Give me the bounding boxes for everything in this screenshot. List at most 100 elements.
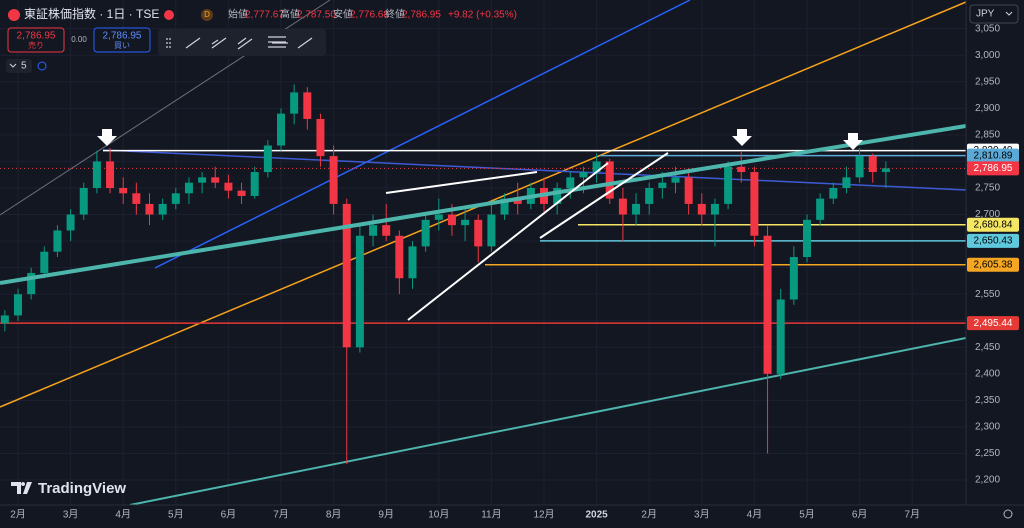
y-tick-label: 2,400 <box>975 368 1000 379</box>
candle-body <box>710 203 719 215</box>
x-tick-label: 12月 <box>533 509 554 521</box>
symbol-icon <box>8 9 20 21</box>
tool-ray[interactable] <box>211 37 227 49</box>
candle-body <box>395 235 404 279</box>
level-label: 2,680.84 <box>974 219 1013 230</box>
candle-body <box>724 166 733 204</box>
candle-body <box>816 198 825 220</box>
y-tick-label: 2,900 <box>975 103 1000 114</box>
drag-handle[interactable] <box>166 38 171 50</box>
ohlc-value: 2,786.95 <box>402 10 441 21</box>
candles <box>0 84 890 465</box>
buy-button[interactable] <box>93 27 151 53</box>
candle-body <box>119 187 128 194</box>
currency: JPY <box>976 9 995 20</box>
settings-button[interactable] <box>1003 509 1013 519</box>
chevron <box>1005 11 1013 16</box>
candle-body <box>237 190 246 196</box>
trend-line <box>102 149 966 191</box>
tool-fib[interactable] <box>268 36 286 48</box>
x-tick-label: 5月 <box>799 509 815 521</box>
brand: TradingView <box>38 480 126 497</box>
y-tick-label: 2,350 <box>975 395 1000 406</box>
candle-body <box>224 182 233 191</box>
candle-body <box>106 161 115 188</box>
candle-body <box>592 161 601 173</box>
candle-body <box>632 203 641 215</box>
level-tag <box>967 257 1019 272</box>
chart-title[interactable]: 東証株価指数 · 1日 · TSE <box>24 6 159 21</box>
x-tick-label: 6月 <box>221 509 237 521</box>
candle-body <box>303 92 312 119</box>
toolbar-icons <box>166 36 313 50</box>
trend-line <box>385 171 538 194</box>
candle-body <box>697 203 706 215</box>
arrow-marker <box>732 129 752 146</box>
trend-line <box>539 152 669 239</box>
candle-body <box>605 161 614 199</box>
indicator-icon <box>37 61 47 71</box>
level-tag <box>967 217 1019 232</box>
x-tick-label: 5月 <box>168 509 184 521</box>
currency-button[interactable] <box>969 4 1019 24</box>
ohlc-label: 高値 <box>280 8 300 21</box>
chevron <box>9 63 17 68</box>
ohlc-value: 2,776.68 <box>350 10 389 21</box>
candle-body <box>263 145 272 173</box>
x-tick-label: 4月 <box>115 509 131 521</box>
candle-body <box>382 225 391 236</box>
x-tick-label: 9月 <box>378 509 394 521</box>
trend-line <box>0 124 966 285</box>
tool-extended[interactable] <box>297 37 313 49</box>
y-tick-label: 2,950 <box>975 76 1000 87</box>
candle-body <box>290 92 299 114</box>
axes: 2,2002,2502,3002,3502,4002,4502,5002,550… <box>10 23 1019 521</box>
candle-body <box>158 203 167 215</box>
candle-body <box>461 219 470 226</box>
arrow-marker <box>97 129 117 146</box>
candle-body <box>434 214 443 220</box>
level-label: 2,495.44 <box>974 318 1013 329</box>
candle-body <box>329 156 338 204</box>
ohlc-change: +9.82 (+0.35%) <box>448 10 517 21</box>
sell-button[interactable] <box>7 27 65 53</box>
brand-logo <box>11 482 32 494</box>
drawings <box>0 0 966 505</box>
arrow-marker <box>843 133 863 150</box>
candle-body <box>513 198 522 204</box>
level-tag <box>967 316 1019 331</box>
candle-body <box>66 214 75 231</box>
candle-body <box>277 113 285 146</box>
candle-body <box>645 187 654 204</box>
tool-trendline[interactable] <box>185 37 201 49</box>
candle-body <box>132 193 141 204</box>
candle-body <box>763 235 772 374</box>
x-tick-label: 11月 <box>481 509 501 521</box>
ohlc-label: 終値 <box>385 8 405 21</box>
y-tick-label: 2,550 <box>975 289 1000 300</box>
candle-body <box>684 177 693 204</box>
candle-body <box>829 187 838 199</box>
indicator-toggle[interactable] <box>6 59 32 73</box>
candle-body <box>566 177 575 188</box>
x-tick-label: 6月 <box>852 509 868 521</box>
candle-body <box>776 299 785 374</box>
trend-line <box>407 162 609 321</box>
candle-body <box>789 257 798 300</box>
y-tick-label: 2,200 <box>975 475 1000 486</box>
level-tag <box>967 161 1019 176</box>
candle-body <box>211 177 220 183</box>
candle-body <box>198 177 207 183</box>
tool-channel[interactable] <box>237 37 253 50</box>
spread: 0.00 <box>71 35 87 44</box>
ohlc-value: 2,777.67 <box>245 10 284 21</box>
y-tick-label: 3,050 <box>975 23 1000 34</box>
candle-body <box>92 161 101 188</box>
y-tick-label: 2,700 <box>975 209 1000 220</box>
x-tick-label: 7月 <box>904 509 920 521</box>
x-tick-label: 3月 <box>63 509 79 521</box>
candle-body <box>474 219 483 247</box>
y-tick-label: 3,000 <box>975 50 1000 61</box>
drawings-top <box>0 124 966 321</box>
